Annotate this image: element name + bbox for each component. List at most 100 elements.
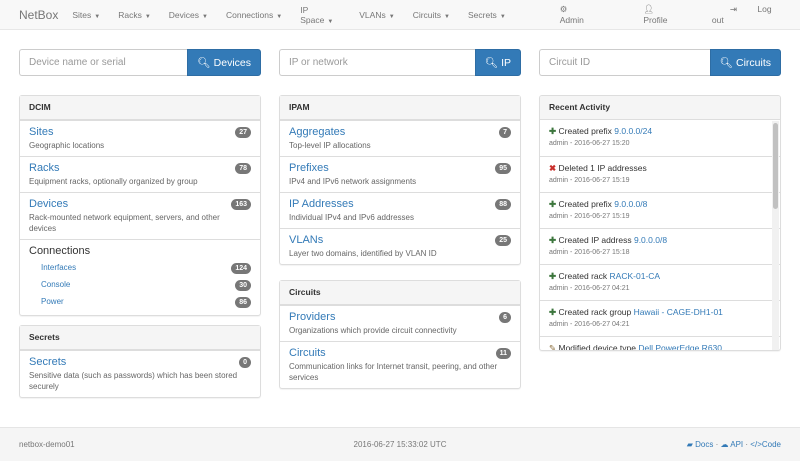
caret-icon: ▼: [444, 13, 450, 20]
list-item: Aggregates 7 Top-level IP allocations: [280, 120, 520, 156]
ip-search: 🔍︎ IP: [279, 49, 521, 76]
docs-label: Docs: [695, 440, 714, 449]
activity-object-link[interactable]: 9.0.0.0/8: [633, 235, 668, 245]
menu-devices[interactable]: Devices ▼: [169, 10, 208, 20]
logout-icon: ⇥: [729, 4, 738, 14]
list-item: Interfaces 124: [29, 259, 251, 276]
search-icon: 🔍︎: [197, 57, 211, 69]
count-badge: 86: [235, 297, 251, 308]
count-badge: 95: [495, 163, 511, 174]
menu-vlans[interactable]: VLANs ▼: [359, 10, 394, 20]
menu-circuits[interactable]: Circuits ▼: [413, 10, 450, 20]
racks-link[interactable]: Racks: [29, 162, 60, 174]
circuit-search-button[interactable]: 🔍︎ Circuits: [709, 49, 781, 76]
activity-object-link[interactable]: Hawaii - CAGE-DH1-01: [633, 307, 723, 317]
api-link[interactable]: ☁ API: [720, 440, 743, 449]
activity-scrollbar[interactable]: [772, 121, 779, 350]
item-description: Organizations which provide circuit conn…: [289, 326, 457, 335]
activity-meta: admin - 2016-06-27 04:21: [549, 321, 630, 328]
code-label: Code: [761, 440, 781, 449]
menu-sites[interactable]: Sites ▼: [72, 10, 100, 20]
remove-icon: ✖: [549, 163, 557, 173]
power-link[interactable]: Power: [41, 297, 64, 306]
caret-icon: ▼: [276, 13, 283, 20]
ipam-panel: IPAM Aggregates 7 Top-level IP allocations…: [279, 95, 521, 265]
menu-ip-space[interactable]: IP Space ▼: [300, 5, 341, 25]
activity-meta: admin - 2016-06-27 15:19: [549, 213, 630, 220]
activity-item: ✚ Created prefix 9.0.0.0/8 admin - 2016-0…: [540, 192, 780, 228]
activity-action: Created IP address: [558, 235, 632, 245]
device-search-input[interactable]: [19, 49, 188, 76]
sites-link[interactable]: Sites: [29, 126, 54, 138]
activity-action: Created rack group: [558, 307, 632, 317]
ip-addresses-link[interactable]: IP Addresses: [289, 198, 354, 210]
scrollbar-thumb[interactable]: [773, 123, 778, 209]
count-badge: 163: [231, 199, 251, 210]
activity-item: ✚ Created prefix 9.0.0.0/24 admin - 2016-…: [540, 120, 780, 156]
activity-object-link[interactable]: Dell PowerEdge R630: [638, 343, 723, 351]
item-description: IPv4 and IPv6 network assignments: [289, 177, 417, 186]
panel-heading: IPAM: [280, 96, 520, 120]
activity-object-link[interactable]: 9.0.0.0/24: [614, 126, 653, 136]
admin-link[interactable]: ⚙ Admin: [542, 4, 608, 25]
activity-action: Created prefix: [558, 199, 612, 209]
button-label: Circuits: [735, 57, 771, 69]
item-description: Equipment racks, optionally organized by…: [29, 177, 198, 186]
circuits-panel: Circuits Providers 6 Organizations which p…: [279, 280, 521, 389]
circuits-link[interactable]: Circuits: [289, 347, 326, 359]
activity-object-link[interactable]: 9.0.0.0/8: [614, 199, 648, 209]
activity-item: ✖ Deleted 1 IP addresses admin - 2016-06-…: [540, 156, 780, 192]
dcim-panel: DCIM Sites 27 Geographic locations Racks 78…: [19, 95, 261, 316]
ip-search-button[interactable]: 🔍︎ IP: [474, 49, 521, 76]
list-item: Secrets 0 Sensitive data (such as password…: [20, 350, 260, 397]
ip-search-input[interactable]: [279, 49, 475, 76]
activity-object-link[interactable]: RACK-01-CA: [609, 271, 661, 281]
item-description: Geographic locations: [29, 141, 105, 150]
menu-racks[interactable]: Racks ▼: [118, 10, 151, 20]
console-link[interactable]: Console: [41, 280, 71, 289]
caret-icon: ▼: [388, 13, 395, 20]
plus-icon: ✚: [549, 199, 557, 209]
providers-link[interactable]: Providers: [289, 311, 336, 323]
aggregates-link[interactable]: Aggregates: [289, 126, 346, 138]
item-description: Top-level IP allocations: [289, 141, 371, 150]
list-item: Providers 6 Organizations which provide ci…: [280, 305, 520, 341]
docs-link[interactable]: ▰ Docs: [687, 440, 714, 449]
devices-link[interactable]: Devices: [29, 198, 69, 210]
list-item: IP Addresses 88 Individual IPv4 and IPv6 a…: [280, 192, 520, 228]
gear-icon: ⚙: [559, 4, 568, 14]
secrets-link[interactable]: Secrets: [29, 356, 67, 368]
plus-icon: ✚: [549, 126, 557, 136]
menu-label: IP Space: [300, 4, 325, 25]
code-icon: </>: [750, 440, 762, 449]
profile-link[interactable]: 👤︎ Profile: [625, 4, 694, 25]
count-badge: 7: [499, 127, 511, 138]
code-link[interactable]: </>Code: [750, 440, 781, 449]
hostname: netbox-demo01: [19, 440, 75, 449]
menu-label: Secrets: [467, 9, 497, 20]
list-item: Devices 163 Rack-mounted network equipment…: [20, 192, 260, 239]
item-description: Sensitive data (such as passwords) which…: [29, 371, 238, 391]
item-description: Layer two domains, identified by VLAN ID: [289, 249, 437, 258]
count-badge: 88: [495, 199, 511, 210]
circuit-search: 🔍︎ Circuits: [539, 49, 781, 76]
prefixes-link[interactable]: Prefixes: [289, 162, 329, 174]
menu-secrets[interactable]: Secrets ▼: [468, 10, 506, 20]
logout-link[interactable]: ⇥ Log out: [712, 4, 781, 25]
menu-label: Connections: [225, 9, 274, 20]
activity-item: ✚ Created rack RACK-01-CA admin - 2016-06…: [540, 264, 780, 300]
count-badge: 78: [235, 163, 251, 174]
menu-label: VLANs: [359, 9, 386, 20]
vlans-link[interactable]: VLANs: [289, 234, 324, 246]
activity-action: Deleted 1 IP addresses: [558, 163, 647, 173]
menu-connections[interactable]: Connections ▼: [226, 10, 282, 20]
brand-link[interactable]: NetBox: [19, 7, 59, 22]
activity-action: Modified device type: [558, 343, 637, 351]
interfaces-link[interactable]: Interfaces: [41, 263, 77, 272]
list-item: Power 86: [29, 293, 251, 310]
activity-meta: admin - 2016-06-27 04:21: [549, 285, 630, 292]
device-search-button[interactable]: 🔍︎ Devices: [187, 49, 261, 76]
book-icon: ▰: [686, 440, 693, 449]
circuit-search-input[interactable]: [539, 49, 710, 76]
count-badge: 124: [231, 263, 251, 274]
